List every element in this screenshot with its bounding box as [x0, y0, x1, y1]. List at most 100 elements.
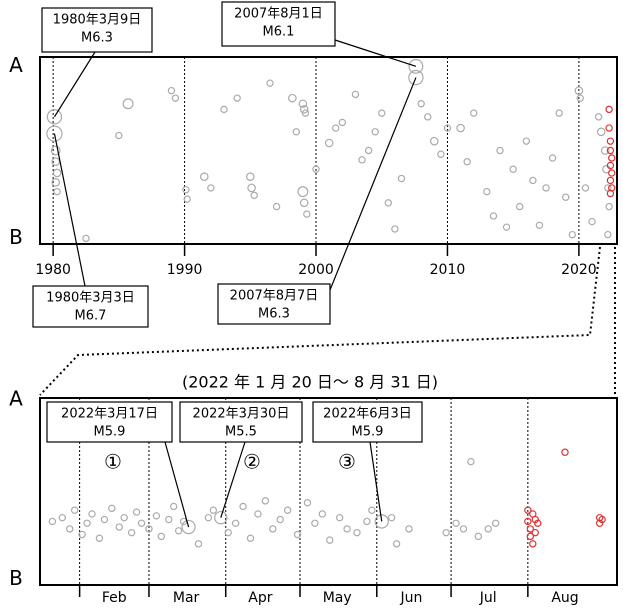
event: [100, 515, 109, 524]
annotation-text: M6.3: [258, 307, 290, 322]
event: [417, 100, 425, 108]
event: [542, 184, 550, 192]
annotation-text: M5.9: [94, 425, 126, 440]
event: [606, 189, 615, 198]
event: [122, 98, 134, 110]
event: [459, 525, 468, 533]
event: [358, 156, 366, 164]
x-tick-label: 2010: [430, 262, 466, 278]
event: [371, 128, 379, 136]
event: [152, 512, 161, 520]
series: [524, 448, 606, 548]
x-tick-label: 1990: [167, 262, 203, 278]
event: [600, 146, 610, 155]
annotation-box: [221, 1, 336, 47]
annotation-text: M6.1: [263, 25, 295, 40]
event: [301, 109, 310, 117]
event: [48, 517, 57, 526]
event: [502, 223, 511, 231]
y-tick-label: A: [9, 53, 23, 77]
event: [534, 519, 542, 527]
event: [516, 202, 524, 211]
event: [430, 136, 439, 146]
event: [171, 94, 180, 102]
event: [332, 124, 340, 132]
event: [326, 536, 334, 544]
event: [484, 525, 492, 533]
x-tick-label: May: [323, 590, 352, 606]
event: [272, 202, 281, 211]
leader-line: [329, 77, 417, 291]
event: [526, 532, 535, 541]
event: [233, 94, 241, 102]
leader-line: [53, 133, 86, 287]
event: [535, 221, 544, 229]
leader-line: [164, 441, 190, 528]
event: [182, 186, 190, 194]
event: [596, 127, 606, 137]
event: [199, 172, 209, 181]
event: [266, 79, 274, 87]
annotation-text: M5.9: [352, 425, 384, 440]
event: [424, 113, 432, 121]
event: [46, 125, 63, 142]
event: [269, 525, 277, 533]
event: [127, 528, 136, 537]
plot-area: [39, 56, 618, 245]
event: [108, 504, 116, 513]
lower-title: (2022 年 1 月 20 日～ 8 月 31 日): [182, 373, 438, 392]
event: [299, 198, 309, 208]
event: [194, 540, 203, 548]
event: [363, 517, 371, 526]
event: [145, 525, 153, 533]
event: [531, 528, 539, 537]
event: [52, 168, 62, 178]
event: [245, 172, 255, 181]
event: [463, 158, 471, 166]
event: [335, 513, 344, 522]
event: [562, 193, 570, 201]
event: [491, 519, 500, 527]
leader-line: [369, 441, 383, 522]
event: [474, 532, 483, 541]
event: [311, 519, 319, 527]
annotation-box: [41, 7, 153, 53]
event: [555, 109, 563, 117]
x-tick-label: 2020: [561, 262, 597, 278]
event: [58, 513, 66, 522]
event: [524, 517, 532, 526]
event: [442, 528, 450, 537]
annotation-marker: ③: [338, 450, 356, 474]
event: [378, 109, 386, 117]
y-tick-label: B: [9, 225, 23, 249]
event: [51, 177, 61, 187]
event: [95, 534, 104, 542]
event: [247, 183, 256, 193]
annotation-text: M5.5: [225, 425, 257, 440]
event: [608, 169, 616, 177]
event: [456, 123, 465, 133]
event: [288, 93, 297, 103]
x-tick-label: 1980: [35, 262, 71, 278]
event: [132, 508, 141, 516]
event: [209, 506, 218, 514]
event: [496, 146, 504, 155]
event: [408, 69, 424, 86]
annotation-text: 1980年3月9日: [53, 13, 142, 28]
annotation-text: 2007年8月7日: [230, 289, 319, 304]
leader-line: [334, 39, 417, 67]
annotation-text: 2022年6月3日: [323, 407, 412, 422]
event: [602, 164, 611, 174]
annotation-text: 2007年8月1日: [234, 7, 323, 22]
annotation-text: 2022年3月17日: [61, 407, 158, 422]
event: [165, 515, 173, 524]
event: [318, 510, 327, 518]
event: [489, 212, 498, 220]
event: [392, 540, 401, 548]
event: [303, 499, 312, 507]
event: [224, 528, 232, 537]
event: [324, 138, 334, 148]
event: [548, 154, 557, 162]
event: [408, 58, 424, 74]
event: [588, 217, 596, 226]
